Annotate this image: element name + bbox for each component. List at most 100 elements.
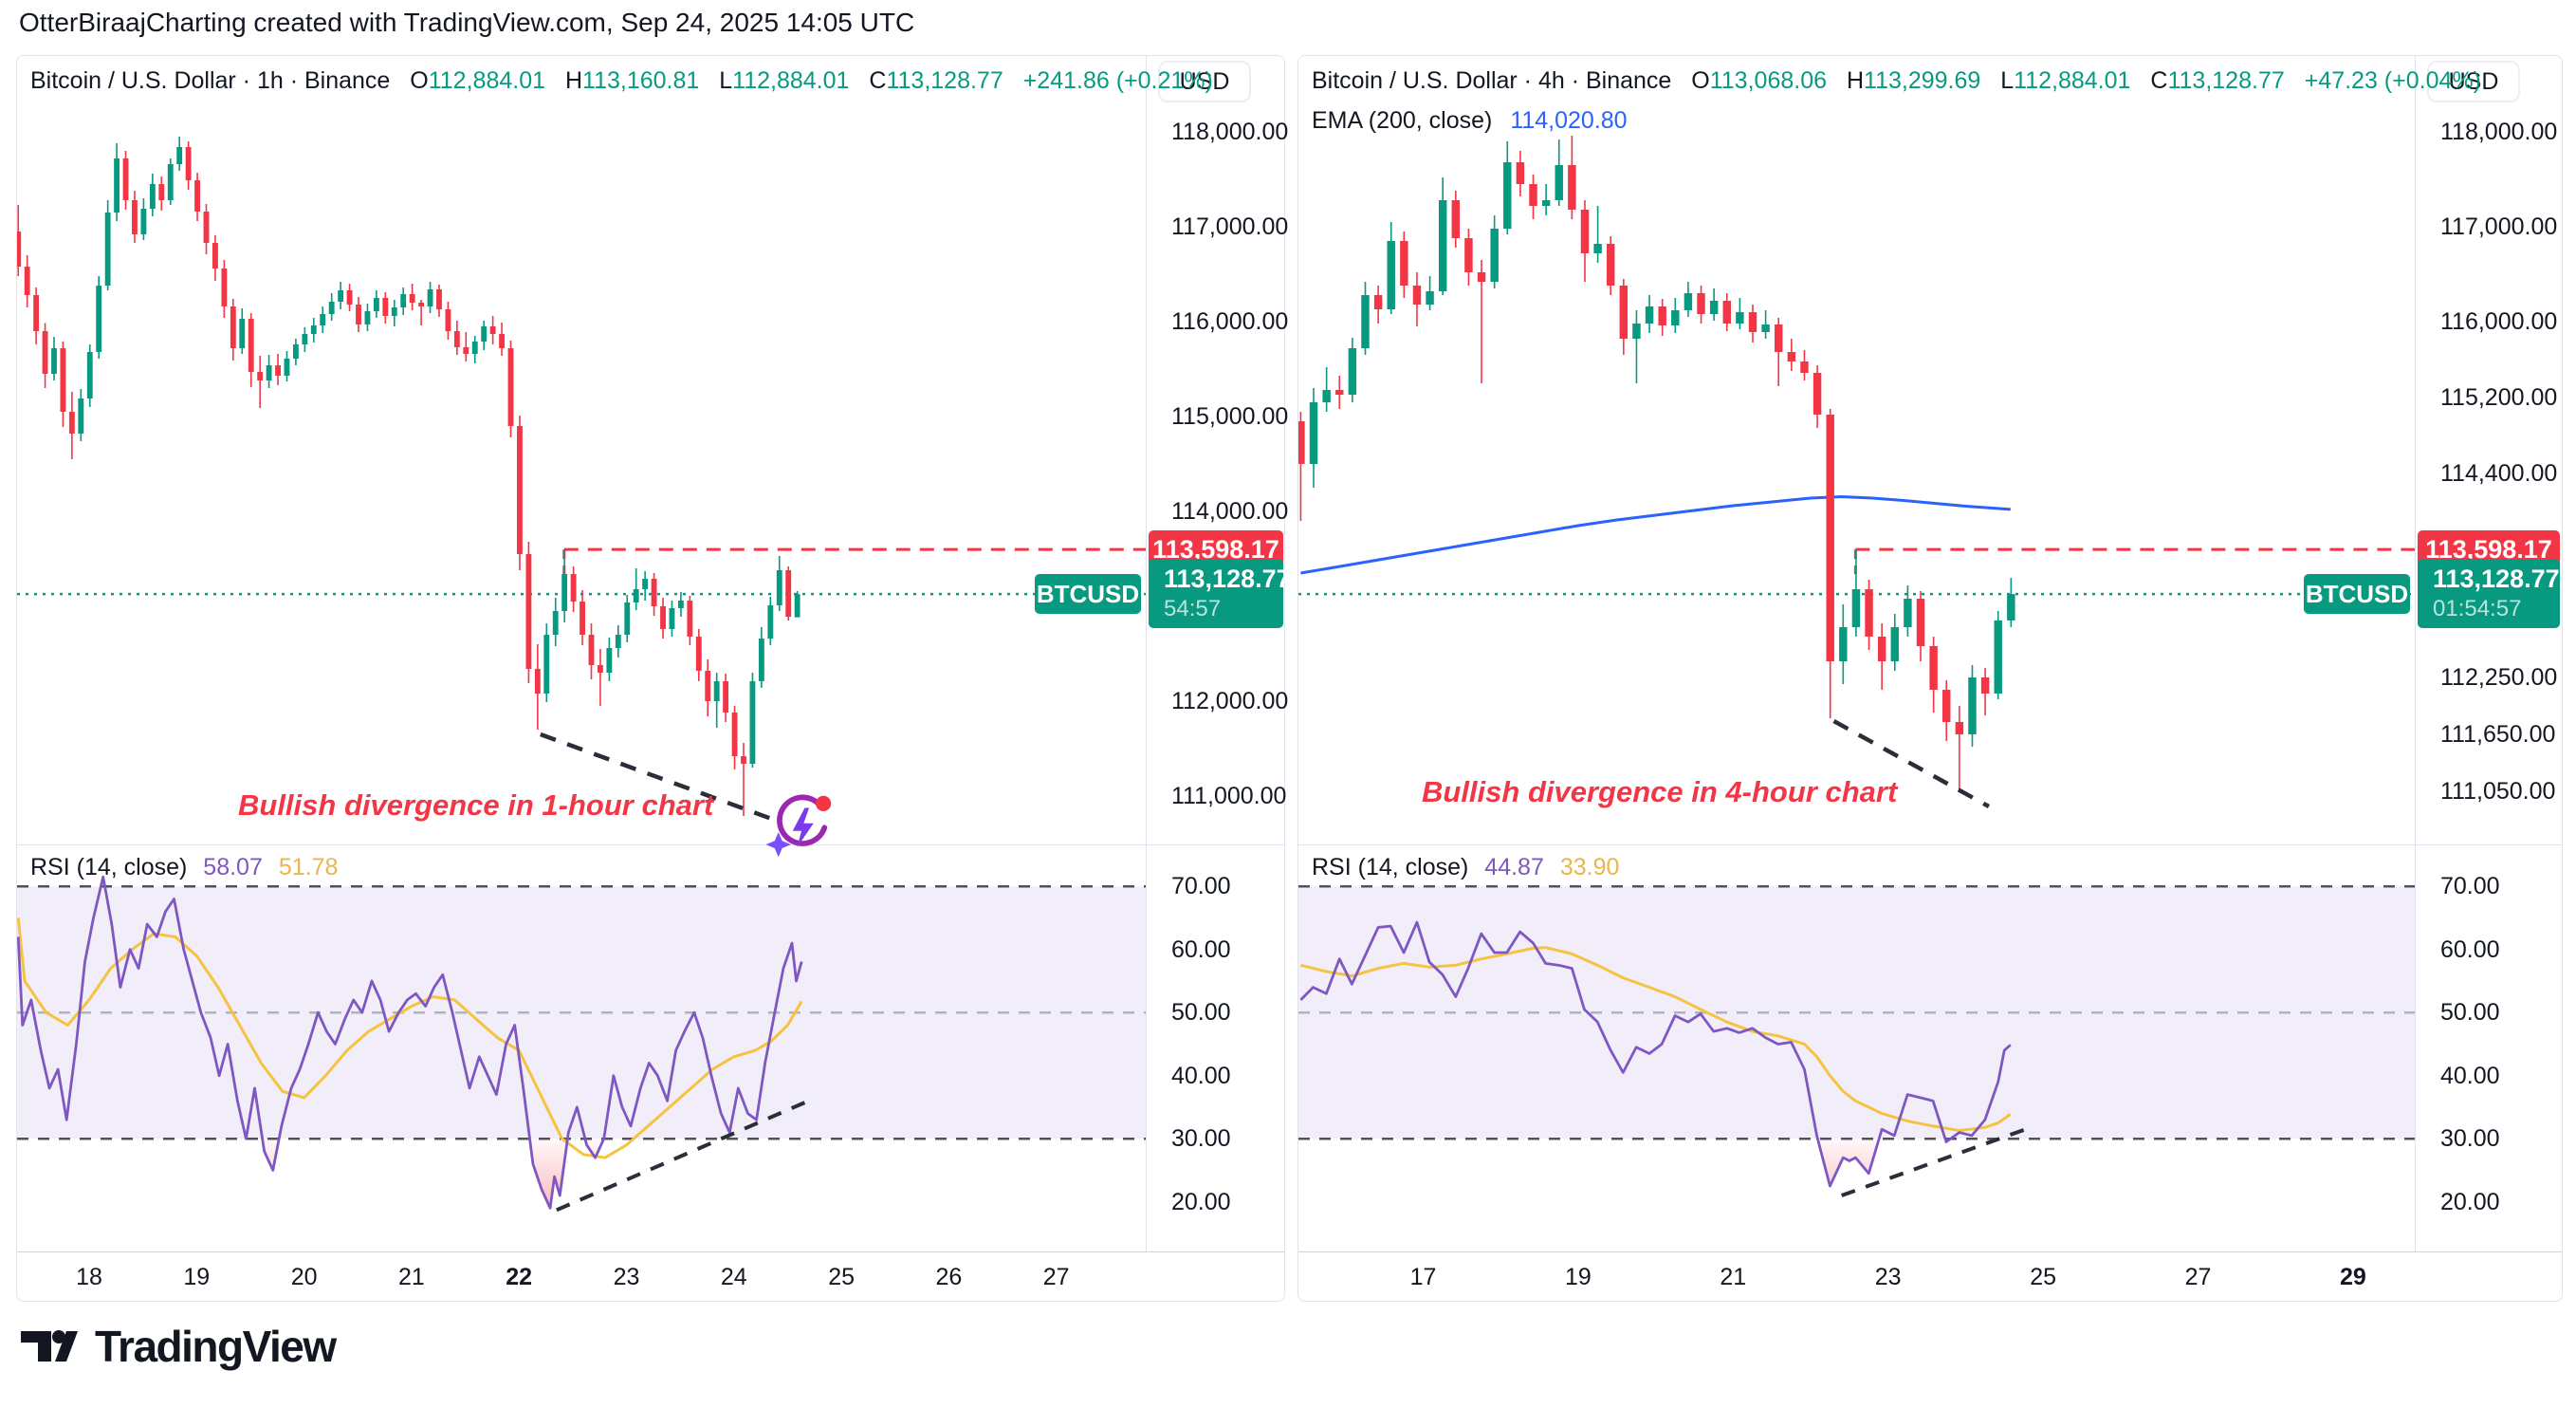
chart-legend-4h[interactable]: Bitcoin / U.S. Dollar · 4h · Binance O11… [1312, 67, 2481, 95]
ohlc-open-letter: O [1691, 67, 1710, 94]
rsi-legend-4h[interactable]: RSI (14, close) 44.87 33.90 [1312, 854, 1619, 881]
rsi-axis-label: 20.00 [1171, 1188, 1231, 1215]
candle [2007, 594, 2015, 621]
time-axis-label: 22 [506, 1264, 533, 1290]
candle [328, 302, 335, 314]
time-axis-label: 19 [183, 1264, 211, 1290]
price-axis-label: 116,000.00 [1171, 308, 1289, 335]
footer-branding[interactable]: TradingView [19, 1321, 337, 1372]
tradingview-logo-text: TradingView [95, 1322, 337, 1371]
time-axis-label: 21 [397, 1264, 425, 1290]
ohlc-close-value: 113,128.77 [2167, 67, 2285, 94]
time-axis-1h[interactable]: 18 19 20 21 22 23 24 25 26 27 [17, 1251, 1284, 1303]
candle [158, 184, 165, 200]
price-scale-4h[interactable]: USD 113,598.17 113,128.77 01:54:57 118,0… [2415, 56, 2562, 1251]
candle [1348, 348, 1357, 395]
candle [382, 298, 389, 316]
candle [1593, 244, 1602, 253]
price-scale-1h[interactable]: USD 113,598.17 113,128.77 54:57 118,000.… [1146, 56, 1291, 1251]
time-axis-label: 25 [828, 1264, 855, 1290]
candle [731, 713, 738, 756]
pane-separator[interactable] [17, 844, 1284, 845]
rsi-legend-1h[interactable]: RSI (14, close) 58.07 51.78 [30, 854, 338, 881]
candle [580, 602, 585, 635]
candle [185, 147, 192, 180]
rsi-title: RSI (14, close) [30, 854, 188, 880]
candle [203, 212, 210, 243]
candle [391, 307, 397, 316]
candle [1438, 200, 1447, 291]
candle [356, 305, 361, 324]
candle [1516, 162, 1525, 184]
price-pane-1h[interactable] [17, 56, 1147, 844]
rsi-axis-label: 70.00 [2440, 873, 2500, 900]
candle [767, 605, 774, 639]
candle [221, 269, 228, 306]
ema-legend[interactable]: EMA (200, close) 114,020.80 [1312, 107, 1628, 135]
pane-separator[interactable] [1298, 844, 2562, 845]
candle [749, 681, 756, 764]
candle [96, 286, 102, 352]
rsi-oversold-fill [584, 1139, 604, 1158]
candle [1606, 244, 1615, 286]
candle [534, 669, 541, 694]
price-pane-4h[interactable] [1298, 56, 2416, 844]
price-divergence-line [1832, 719, 1990, 808]
candle [543, 635, 550, 694]
candle [1826, 415, 1834, 661]
candle [239, 319, 246, 348]
rsi-oversold-fill [262, 1139, 280, 1171]
ohlc-close-letter: C [2150, 67, 2168, 94]
rsi-title: RSI (14, close) [1312, 854, 1469, 880]
candle [292, 344, 299, 359]
candle [1580, 210, 1590, 253]
candle [310, 325, 317, 334]
candle [723, 681, 729, 713]
time-axis-label: 21 [1720, 1264, 1747, 1290]
candle [1697, 293, 1705, 314]
rsi-value: 44.87 [1484, 854, 1544, 880]
time-axis-4h[interactable]: 17 19 21 23 25 27 29 [1298, 1251, 2562, 1303]
currency-button[interactable]: USD [1158, 61, 1251, 102]
price-axis-label: 118,000.00 [1171, 119, 1289, 145]
rsi-line [1299, 920, 2012, 1188]
candle [1722, 301, 1731, 324]
rsi-pane-4h[interactable] [1298, 844, 2416, 1251]
candle [248, 319, 254, 372]
ohlc-close-value: 113,128.77 [886, 67, 1003, 94]
candle [1787, 352, 1796, 361]
tradingview-logo-icon [21, 1330, 78, 1362]
candle [705, 671, 711, 701]
candle [651, 579, 657, 606]
price-divergence-line [540, 732, 773, 822]
candle [427, 289, 433, 306]
candle [598, 665, 603, 673]
ohlc-low-value: 112,884.01 [732, 67, 850, 94]
ohlc-low-letter: L [2000, 67, 2015, 94]
rsi-axis-label: 60.00 [1171, 936, 1231, 963]
ema-value: 114,020.80 [1510, 107, 1628, 134]
candle [33, 295, 40, 331]
candle [1980, 677, 1990, 694]
candle [463, 347, 469, 354]
candle [257, 372, 264, 380]
candle [1529, 184, 1537, 206]
candle [1645, 306, 1654, 324]
divergence-annotation-4h: Bullish divergence in 4-hour chart [1422, 775, 1898, 808]
price-axis-label: 114,000.00 [1171, 498, 1289, 525]
candle [785, 570, 792, 617]
candle [695, 637, 702, 671]
rsi-oversold-fill [529, 1139, 568, 1209]
symbol-title: Bitcoin / U.S. Dollar · 1h · Binance [30, 67, 391, 94]
candle [1851, 589, 1861, 627]
bar-countdown: 01:54:57 [2433, 596, 2522, 622]
change-value: +47.23 (+0.04%) [2304, 67, 2481, 94]
price-axis-label: 117,000.00 [2440, 213, 2558, 240]
rsi-pane-1h[interactable] [17, 844, 1147, 1251]
time-axis-label: 23 [613, 1264, 640, 1290]
chart-legend-1h[interactable]: Bitcoin / U.S. Dollar · 1h · Binance O11… [30, 67, 1213, 95]
candle [453, 331, 460, 347]
currency-button[interactable]: USD [2427, 61, 2520, 102]
candle [320, 314, 326, 325]
